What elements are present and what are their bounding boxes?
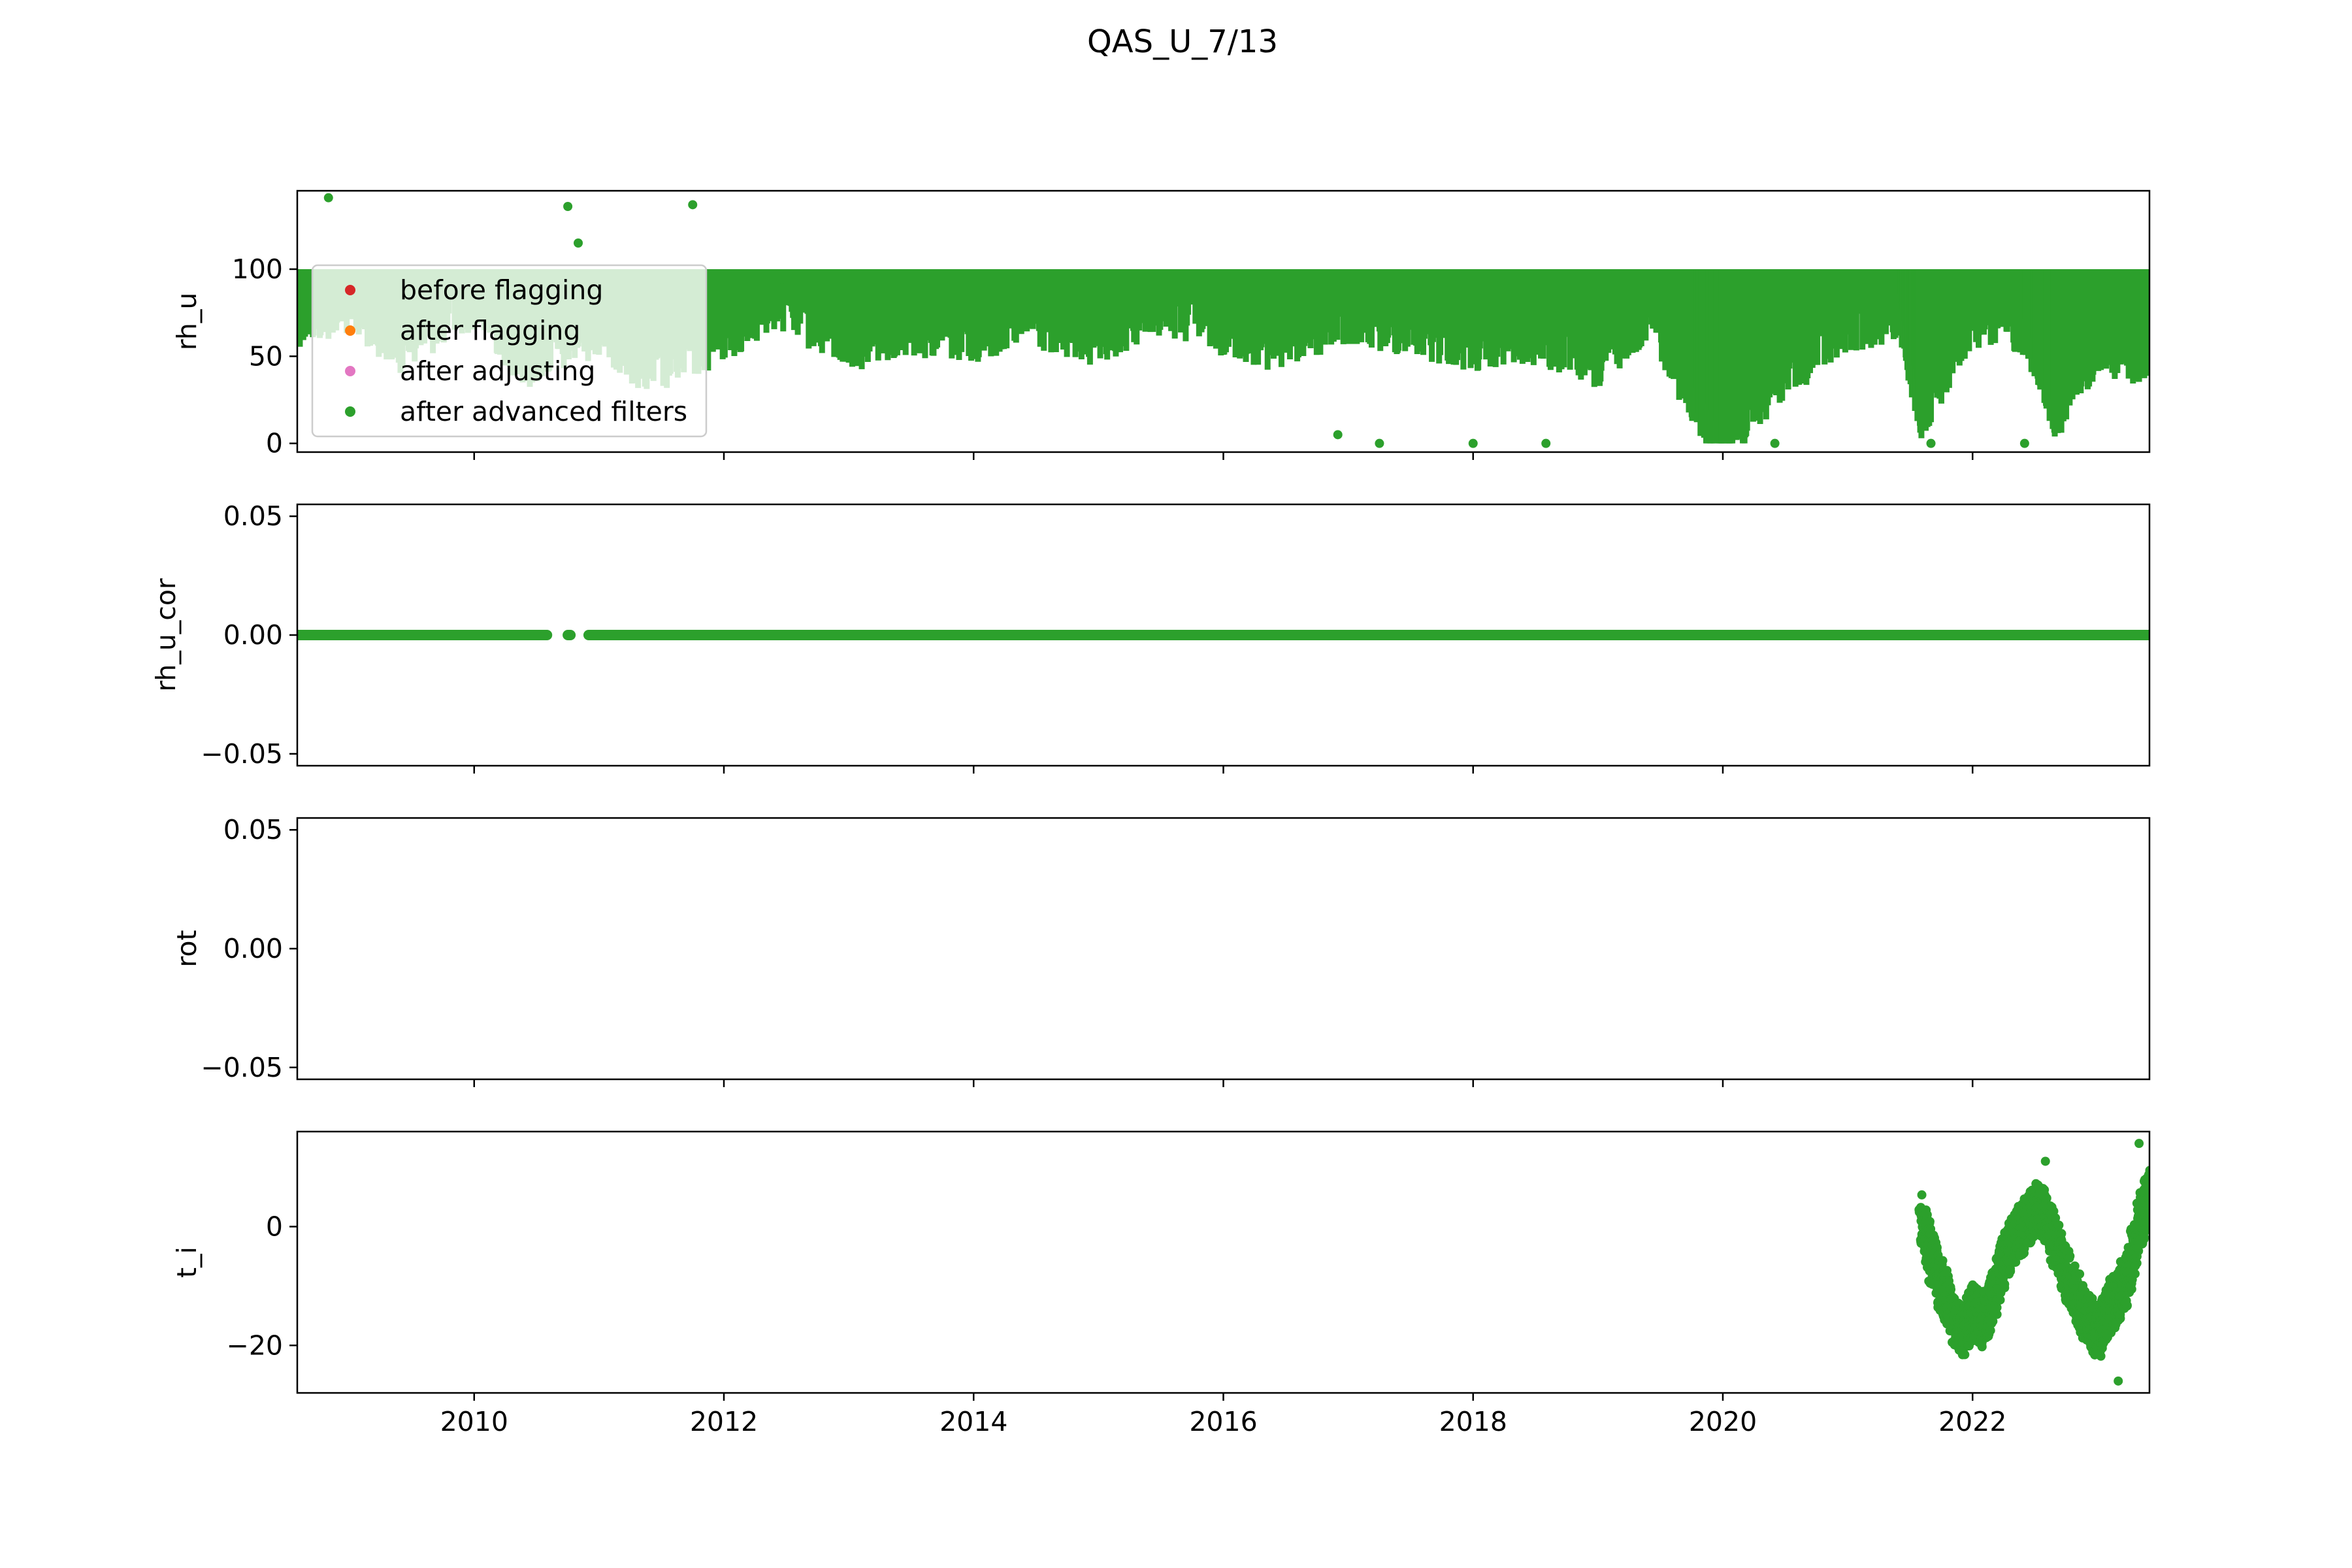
legend-marker (345, 366, 355, 376)
legend: before flagging after flagging after adjus… (311, 264, 708, 438)
legend-label: before flagging (400, 274, 603, 306)
y-tick-label: 100 (232, 253, 283, 285)
data-point (2142, 1217, 2149, 1227)
data-point (1926, 438, 1936, 448)
panel-rot: −0.05 0.00 0.05 rot (171, 814, 2151, 1087)
data-point (2019, 438, 2029, 448)
data-point (1960, 1350, 1970, 1360)
y-tick-label: 0.00 (223, 619, 283, 651)
y-axis-label: t_i (171, 1247, 203, 1278)
y-axis-label: rot (171, 930, 203, 967)
x-tick-label: 2014 (939, 1406, 1007, 1437)
data-point (2114, 1376, 2123, 1386)
x-tick-label: 2022 (1938, 1406, 2006, 1437)
data-point (1985, 1326, 1995, 1335)
data-point (2000, 1279, 2010, 1289)
data-point (2145, 1166, 2149, 1175)
y-tick-label: −0.05 (201, 1052, 283, 1083)
series-t_i (1914, 1139, 2149, 1386)
data-point (2065, 1253, 2074, 1263)
data-point (2134, 1139, 2144, 1149)
chart-title: QAS_U_7/13 (1087, 24, 1278, 60)
data-point (1925, 1217, 1935, 1226)
data-point (2054, 1220, 2064, 1230)
data-point (2131, 1261, 2140, 1271)
data-point (2144, 1192, 2149, 1201)
data-point (2086, 1294, 2096, 1303)
legend-label: after adjusting (400, 355, 595, 387)
data-point (2005, 1266, 2015, 1275)
y-tick-label: −0.05 (201, 738, 283, 770)
y-tick-label: 0.05 (223, 814, 283, 845)
panel-rh_u_cor: −0.05 0.00 0.05 rh_u_cor (150, 500, 2151, 774)
data-point (2121, 1298, 2131, 1307)
data-point (2051, 1213, 2061, 1223)
x-tick-label: 2012 (690, 1406, 758, 1437)
y-axis-label: rh_u_cor (150, 578, 182, 692)
data-point (1917, 1190, 1927, 1200)
data-point (2142, 1182, 2149, 1192)
y-tick-label: 0 (266, 1211, 283, 1242)
x-tick-label: 2010 (440, 1406, 508, 1437)
data-point (2042, 1193, 2051, 1203)
data-point (574, 238, 583, 248)
x-tick-label: 2018 (1439, 1406, 1507, 1437)
y-tick-label: 50 (249, 340, 283, 372)
panel-frame (296, 1130, 2151, 1394)
legend-marker (345, 406, 355, 417)
data-point (1946, 1284, 1956, 1294)
y-tick-label: −20 (226, 1330, 283, 1361)
data-point (688, 200, 698, 210)
data-point (1541, 438, 1551, 448)
y-axis-label: rh_u (171, 293, 203, 351)
data-point (1333, 430, 1343, 440)
panel-frame (296, 817, 2151, 1081)
legend-label: after advanced filters (400, 396, 687, 427)
y-tick-label: 0.05 (223, 500, 283, 532)
legend-label: after flagging (400, 315, 580, 346)
y-tick-label: 0 (266, 428, 283, 459)
data-point (1468, 438, 1478, 448)
data-point (1947, 1294, 1957, 1304)
x-axis: 2010 2012 2014 2016 2018 2020 2022 (440, 1406, 2007, 1437)
data-point (323, 193, 333, 203)
x-tick-label: 2016 (1189, 1406, 1257, 1437)
data-point (563, 202, 573, 211)
data-point (1770, 438, 1780, 448)
data-point (2142, 1200, 2149, 1210)
data-point (1375, 438, 1384, 448)
legend-marker (345, 325, 355, 336)
legend-marker (345, 285, 355, 295)
x-tick-label: 2020 (1689, 1406, 1757, 1437)
data-point (1989, 1311, 1999, 1320)
y-tick-label: 0.00 (223, 933, 283, 964)
data-point (1995, 1295, 2005, 1305)
legend-box (311, 264, 708, 438)
data-point (2040, 1156, 2050, 1166)
panel-t_i: −20 0 t_i (171, 1130, 2151, 1401)
